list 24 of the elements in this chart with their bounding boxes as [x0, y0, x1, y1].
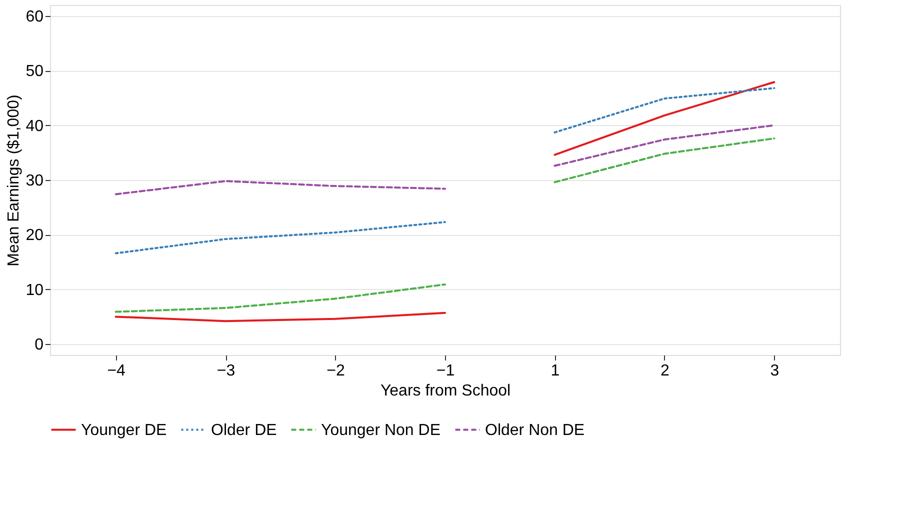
y-tick-label: 10: [26, 282, 44, 299]
y-tick-label: 40: [26, 118, 44, 135]
y-tick-label: 0: [34, 336, 44, 354]
legend-label: Older Non DE: [485, 422, 585, 439]
y-tick-label: 60: [26, 8, 44, 26]
x-axis-title: Years from School: [380, 382, 511, 400]
line-series: [114, 221, 446, 254]
y-tick-label: 30: [26, 172, 44, 190]
x-tick-label: −2: [326, 362, 345, 380]
x-tick-label: −1: [436, 362, 455, 380]
y-tick-label: 50: [26, 63, 44, 80]
line-series: [114, 312, 446, 322]
x-tick-label: 2: [660, 362, 670, 380]
line-series: [114, 180, 446, 196]
x-tick-label: 1: [550, 362, 560, 380]
legend-label: Younger Non DE: [321, 422, 440, 439]
y-axis-title: Mean Earnings ($1,000): [6, 94, 23, 266]
x-tick-label: −4: [107, 362, 126, 380]
x-tick-label: 3: [770, 362, 780, 380]
legend-label: Older DE: [211, 422, 277, 439]
line-series: [114, 283, 446, 313]
y-tick-label: 20: [26, 227, 44, 244]
legend-label: Younger DE: [81, 422, 167, 439]
x-tick-label: −3: [216, 362, 236, 380]
